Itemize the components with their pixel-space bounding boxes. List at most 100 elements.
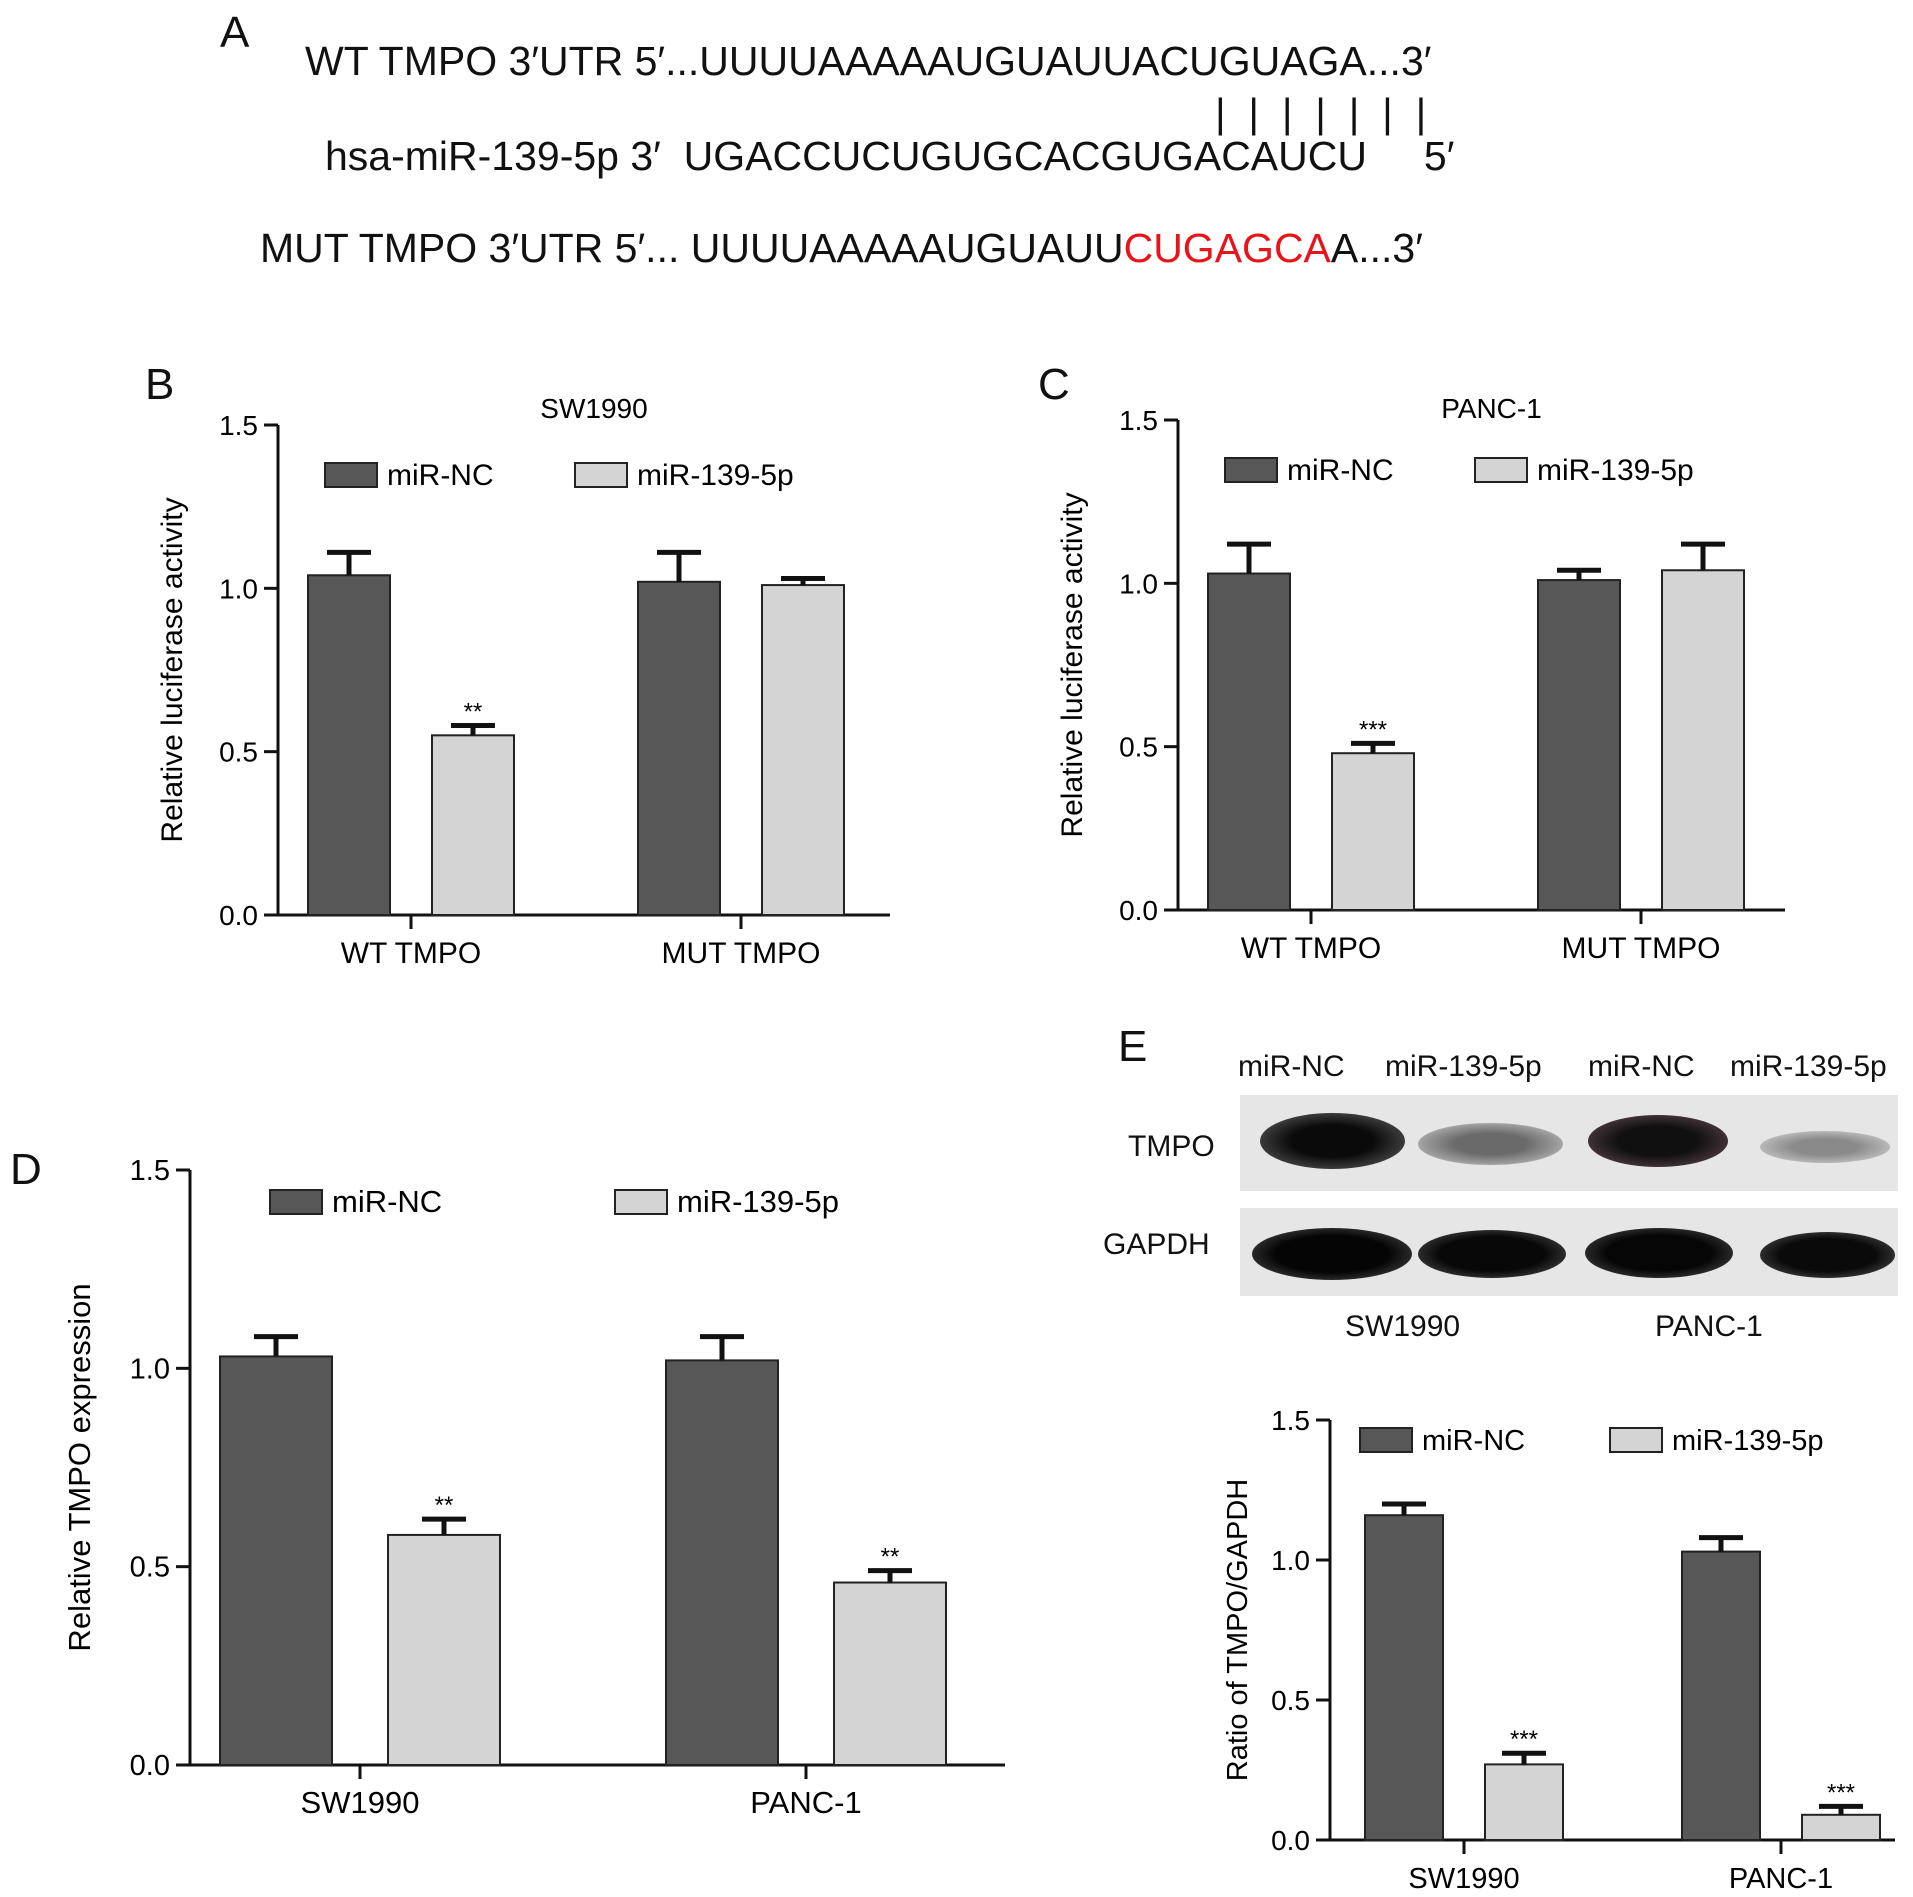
mut-sequence: MUT TMPO 3′UTR 5′... UUUUAAAAAUGUAUUCUGA… xyxy=(260,225,1423,272)
bar xyxy=(387,1533,501,1766)
y-tick-label: 0.0 xyxy=(1271,1825,1310,1856)
x-tick-label: WT TMPO xyxy=(1241,932,1382,965)
legend-swatch xyxy=(324,462,378,488)
tmpo-band xyxy=(1588,1115,1728,1167)
x-tick-label: PANC-1 xyxy=(1729,1863,1833,1895)
blot-lane-label: miR-NC xyxy=(1588,1050,1695,1083)
bar xyxy=(1681,1550,1761,1841)
blot-group-label: SW1990 xyxy=(1345,1310,1461,1343)
blot-row-label-tmpo: TMPO xyxy=(1128,1130,1215,1163)
y-tick-label: 1.0 xyxy=(219,573,258,604)
bar xyxy=(1207,572,1291,912)
panel-a-letter: A xyxy=(220,8,250,57)
wt-sequence: WT TMPO 3′UTR 5′...UUUUAAAAAUGUAUUACUGUA… xyxy=(305,38,1432,84)
legend-label: miR-NC xyxy=(387,459,494,492)
y-tick-label: 0.0 xyxy=(219,900,258,931)
y-tick-label: 0.0 xyxy=(1119,895,1158,926)
gapdh-band xyxy=(1418,1230,1566,1278)
y-tick-label: 0.5 xyxy=(130,1552,170,1584)
blot-lane-label: miR-139-5p xyxy=(1730,1050,1887,1083)
blot-lane-label: miR-NC xyxy=(1238,1050,1345,1083)
legend-label: miR-139-5p xyxy=(1672,1425,1824,1457)
y-tick-label: 1.0 xyxy=(1271,1545,1310,1576)
bar xyxy=(219,1355,333,1767)
y-tick-label: 0.5 xyxy=(1119,732,1158,763)
y-axis-label: Ratio of TMPO/GAPDH xyxy=(1222,1479,1254,1781)
legend-label: miR-NC xyxy=(1287,454,1394,487)
gapdh-band xyxy=(1585,1228,1733,1278)
legend-swatch xyxy=(269,1189,323,1215)
legend-label: miR-NC xyxy=(332,1184,442,1219)
chart-title: PANC-1 xyxy=(1441,393,1542,424)
legend-label: miR-139-5p xyxy=(637,459,794,492)
legend-swatch xyxy=(1474,457,1528,483)
blot-row-label-gapdh: GAPDH xyxy=(1103,1228,1210,1261)
y-tick-label: 1.0 xyxy=(130,1353,170,1385)
chart-d: 0.0 0.5 1.0 1.5 Relative TMPO expression miR-… xyxy=(62,1155,1005,1820)
legend-swatch xyxy=(1609,1427,1663,1453)
y-axis-label: Relative luciferase activity xyxy=(156,497,189,842)
y-tick-label: 1.0 xyxy=(1119,568,1158,599)
x-tick-label: SW1990 xyxy=(1408,1863,1519,1895)
panel-c-letter: C xyxy=(1038,360,1070,409)
legend-swatch xyxy=(614,1189,668,1215)
tmpo-band xyxy=(1260,1113,1405,1169)
panel-e-letter: E xyxy=(1118,1022,1148,1071)
mirna-sequence: hsa-miR-139-5p 3′ UGACCUCUGUGCACGUGACAUC… xyxy=(325,133,1455,179)
bar xyxy=(431,734,515,917)
bar xyxy=(1364,1514,1444,1841)
mut-sequence-suffix: A...3′ xyxy=(1330,225,1423,271)
y-axis-label: Relative luciferase activity xyxy=(1056,492,1089,837)
blot-group-label: PANC-1 xyxy=(1655,1310,1763,1343)
chart-e: 0.0 0.5 1.0 1.5 Ratio of TMPO/GAPDH miR-NC miR… xyxy=(1222,1405,1895,1895)
significance-label: ** xyxy=(435,1492,454,1519)
mut-sequence-highlight: CUGAGCA xyxy=(1123,225,1331,271)
y-axis-label: Relative TMPO expression xyxy=(62,1283,97,1651)
y-tick-label: 0.5 xyxy=(219,737,258,768)
y-tick-label: 1.5 xyxy=(130,1155,170,1187)
legend-swatch xyxy=(574,462,628,488)
y-tick-label: 0.0 xyxy=(130,1750,170,1782)
bar xyxy=(637,580,721,917)
tmpo-blot-strip xyxy=(1240,1095,1898,1191)
y-tick-label: 1.5 xyxy=(219,410,258,441)
significance-label: *** xyxy=(1510,1726,1538,1753)
gapdh-blot-strip xyxy=(1240,1208,1898,1296)
bar xyxy=(1801,1813,1881,1841)
panel-d-letter: D xyxy=(10,1145,42,1194)
chart-b: SW1990 0.0 0.5 1.0 1.5 Relative luciferase ac… xyxy=(156,393,890,970)
x-tick-label: PANC-1 xyxy=(750,1785,861,1820)
bar xyxy=(665,1359,779,1766)
y-tick-label: 1.5 xyxy=(1271,1405,1310,1436)
x-tick-label: WT TMPO xyxy=(341,937,482,970)
x-tick-label: SW1990 xyxy=(301,1785,420,1820)
legend-label: miR-139-5p xyxy=(1537,454,1694,487)
tmpo-band xyxy=(1760,1131,1890,1163)
bar xyxy=(1537,579,1621,911)
gapdh-band xyxy=(1252,1228,1412,1280)
chart-title: SW1990 xyxy=(540,393,647,424)
tmpo-band xyxy=(1418,1123,1563,1165)
y-tick-label: 0.5 xyxy=(1271,1685,1310,1716)
bar xyxy=(1484,1763,1564,1841)
mut-sequence-prefix: MUT TMPO 3′UTR 5′... UUUUAAAAAUGUAUU xyxy=(260,225,1124,271)
bar xyxy=(1331,752,1415,912)
blot-lane-label: miR-139-5p xyxy=(1385,1050,1542,1083)
panel-b-letter: B xyxy=(145,360,175,409)
bar xyxy=(1661,569,1745,911)
x-tick-label: MUT TMPO xyxy=(662,937,821,970)
significance-label: ** xyxy=(881,1544,900,1571)
significance-label: *** xyxy=(1827,1779,1855,1806)
x-tick-label: MUT TMPO xyxy=(1562,932,1721,965)
significance-label: *** xyxy=(1359,716,1387,743)
legend-swatch xyxy=(1224,457,1278,483)
bar xyxy=(307,574,391,916)
y-tick-label: 1.5 xyxy=(1119,405,1158,436)
legend-swatch xyxy=(1359,1427,1413,1453)
legend-label: miR-NC xyxy=(1422,1425,1525,1457)
significance-label: ** xyxy=(464,699,483,726)
legend-label: miR-139-5p xyxy=(677,1184,839,1219)
bar xyxy=(761,584,845,916)
base-pairing-lines: | | | | | | | xyxy=(1215,90,1427,136)
gapdh-band xyxy=(1760,1232,1895,1278)
